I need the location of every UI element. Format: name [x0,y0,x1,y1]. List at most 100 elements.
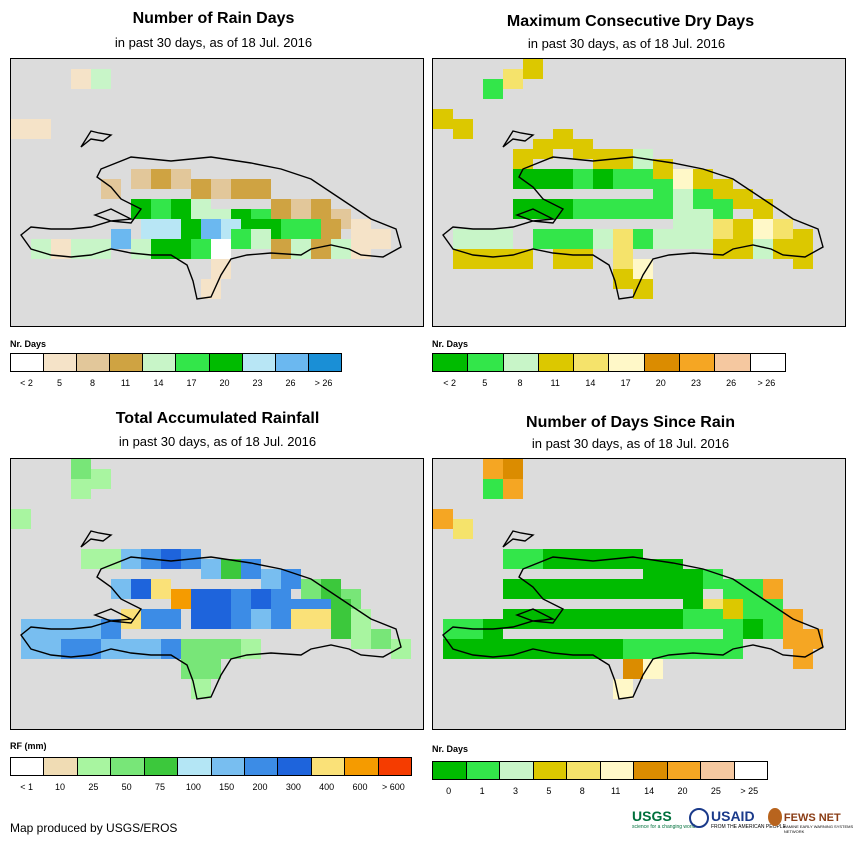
grid-cell [583,549,603,569]
legend-swatch [750,354,785,371]
grid-cell [753,219,773,239]
legend-swatch [609,354,645,371]
grid-cell [683,589,703,609]
grid-cell [763,619,783,639]
legend-swatch [567,762,601,779]
grid-cell [673,229,693,249]
grid-cell [513,199,533,219]
legend-tick-label: 17 [186,378,197,388]
coastline [20,130,402,300]
panel-subtitle: in past 30 days, as of 18 Jul. 2016 [118,434,317,449]
grid-cell [603,639,623,659]
panel-subtitle: in past 30 days, as of 18 Jul. 2016 [531,436,730,451]
grid-cell [523,609,543,629]
panel-title: Maximum Consecutive Dry Days [506,13,755,30]
grid-cell [493,229,513,249]
map-grid [11,69,402,300]
legend-swatch [308,354,341,371]
legend-swatch [634,762,668,779]
grid-cell [161,219,181,239]
grid-cell [753,199,773,219]
legend-tick-label: 1 [479,786,485,796]
coastline [442,530,824,700]
legend-tick-label: 20 [677,786,688,796]
grid-cell [371,629,391,649]
legend-tick-label: 3 [512,786,519,796]
grid-cell [71,459,91,479]
grid-cell [573,249,593,269]
grid-cell [291,199,311,219]
grid-cell [191,179,211,199]
grid-cell [613,229,633,249]
legend-swatch [644,354,681,371]
panel-title: Total Accumulated Rainfall [115,410,320,427]
legend-tick-label: < 2 [443,378,456,388]
legend-tick-label: 200 [252,782,268,792]
grid-cell [71,479,91,499]
grid-cell [211,589,231,609]
grid-cell [583,639,603,659]
legend-tick-label: 300 [285,782,301,792]
legend-title: Nr. Days [10,339,47,349]
grid-cell [171,169,191,189]
grid-cell [703,639,723,659]
legend-tick-label: 25 [710,786,721,796]
map-dry-days [432,58,846,327]
grid-cell [593,149,613,169]
grid-cell [251,229,271,249]
legend-swatch [144,758,179,775]
grid-cell [71,239,91,259]
grid-cell [523,549,543,569]
grid-cell [121,549,141,569]
grid-cell [211,259,231,279]
grid-cell [161,549,181,569]
grid-cell [733,219,753,239]
grid-cell [443,619,463,639]
grid-cell [11,119,31,139]
grid-cell [673,189,693,209]
grid-cell [533,229,553,249]
grid-cell [271,609,291,629]
grid-cell [673,209,693,229]
grid-cell [271,589,291,609]
legend-tick-label: > 600 [381,782,405,792]
legend-tick-label: 50 [121,782,132,792]
legend-swatch [178,758,212,775]
grid-cell [503,579,523,599]
grid-cell [111,579,131,599]
grid-cell [643,639,663,659]
legend-tick-label: 23 [252,378,263,388]
grid-cell [171,589,191,609]
grid-cell [211,179,231,199]
grid-cell [553,249,573,269]
grid-cell [221,559,241,579]
grid-cell [161,609,181,629]
grid-cell [31,239,51,259]
legend-tick-label: < 1 [20,782,34,792]
grid-cell [773,219,793,239]
grid-cell [743,579,763,599]
grid-cell [171,239,191,259]
grid-cell [331,599,351,619]
grid-cell [553,129,573,149]
grid-cell [201,279,221,299]
panel-title: Number of Rain Days [132,10,295,27]
grid-cell [21,619,41,639]
grid-cell [301,579,321,599]
map-rainfall [10,458,424,730]
grid-cell [151,579,171,599]
usgs-logo-text: USGS [632,808,672,824]
grid-cell [503,549,523,569]
legend-swatch [44,354,78,371]
legend-tick-label: 14 [153,378,164,388]
grid-cell [623,579,643,599]
legend-tick-label: 0 [446,786,452,796]
grid-cell [211,239,231,259]
grid-cell [643,659,663,679]
grid-cell [713,239,733,259]
legend-tick-label: 23 [690,378,702,388]
grid-cell [433,109,453,129]
grid-cell [181,219,201,239]
grid-cell [351,239,371,259]
legend-tick-label: 150 [219,782,235,792]
